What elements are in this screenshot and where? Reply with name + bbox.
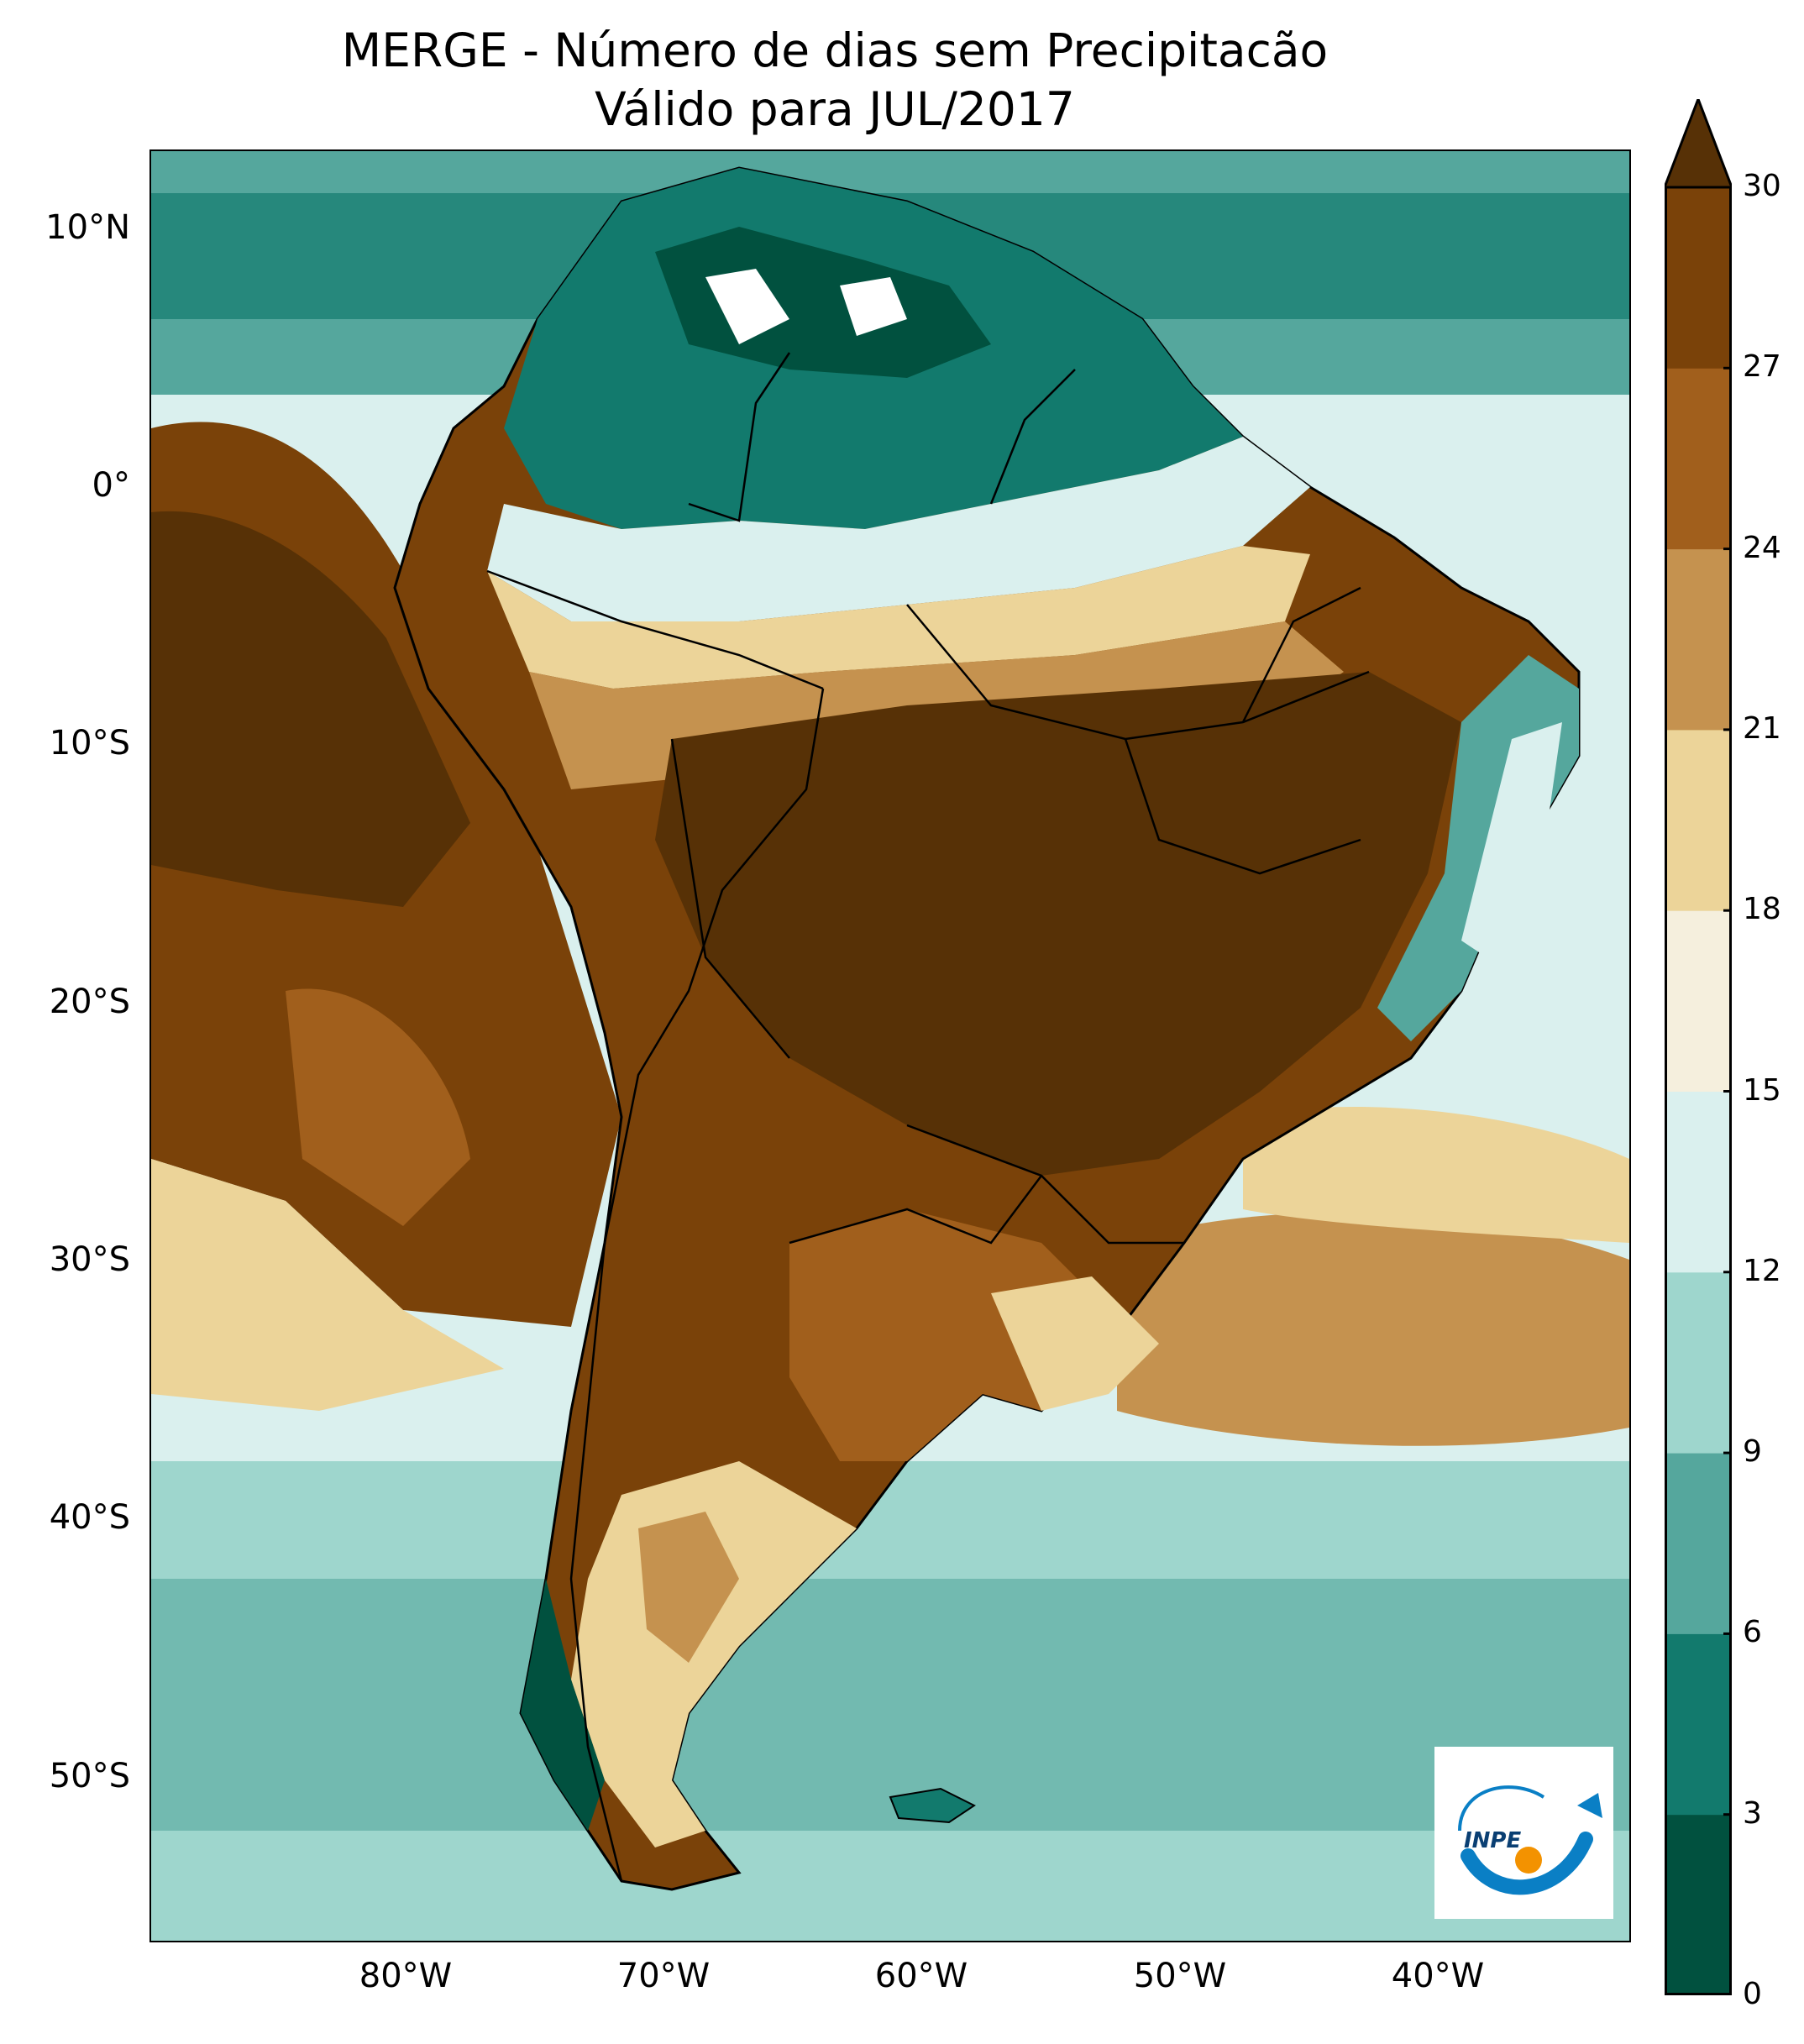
logo-orange-dot [1515,1847,1542,1874]
colorbar-tick-label: 9 [1743,1434,1762,1470]
colorbar-tick-label: 27 [1743,349,1781,385]
colorbar-bin [1665,729,1732,911]
colorbar-tick-label: 6 [1743,1615,1762,1650]
colorbar-bin [1665,1633,1732,1816]
map-title: MERGE - Número de dias sem Precipitacão [341,24,1329,77]
colorbar-bin [1665,1091,1732,1273]
logo-arrow-icon [1577,1793,1602,1818]
colorbar-tick-label: 15 [1743,1072,1781,1108]
logo-text: INPE [1464,1828,1521,1853]
lon-tick-60w: 60°W [874,1957,968,1995]
lon-tick-50w: 50°W [1133,1957,1227,1995]
central-dry-core [655,672,1461,1176]
lon-tick-80w: 80°W [359,1957,453,1995]
colorbar-tick-label: 30 [1743,169,1781,203]
lat-tick-10n: 10°N [45,208,130,247]
lat-tick-30s: 30°S [49,1240,130,1279]
colorbar-tick-label: 21 [1743,710,1781,746]
inpe-logo: INPE [1434,1747,1613,1919]
precipitation-map [149,149,1631,1942]
colorbar-tick-label: 24 [1743,530,1781,565]
colorbar-bin [1665,548,1732,731]
colorbar-bin [1665,1271,1732,1454]
country-borders [486,352,1370,1882]
colorbar-bin [1665,368,1732,550]
colorbar-tick-label: 3 [1743,1795,1762,1831]
colorbar-tick-label: 18 [1743,892,1781,927]
map-subtitle: Válido para JUL/2017 [595,82,1075,136]
chile-coast-wet [521,1579,605,1831]
colorbar-extend-arrow [1665,99,1732,189]
lat-tick-0: 0° [92,466,130,505]
colorbar-bin [1665,187,1732,369]
colorbar-tick-label: 0 [1743,1977,1762,2011]
lat-tick-50s: 50°S [49,1757,130,1795]
colorbar-tick-label: 12 [1743,1253,1781,1288]
lat-tick-10s: 10°S [49,724,130,763]
lon-tick-70w: 70°W [616,1957,711,1995]
colorbar-bin [1665,1453,1732,1634]
lat-tick-40s: 40°S [49,1498,130,1537]
colorbar [1665,99,1732,1995]
colorbar-bin [1665,910,1732,1092]
lon-tick-40w: 40°W [1391,1957,1485,1995]
lat-tick-20s: 20°S [49,983,130,1021]
falklands [889,1787,976,1824]
colorbar-bin [1665,1814,1732,1995]
